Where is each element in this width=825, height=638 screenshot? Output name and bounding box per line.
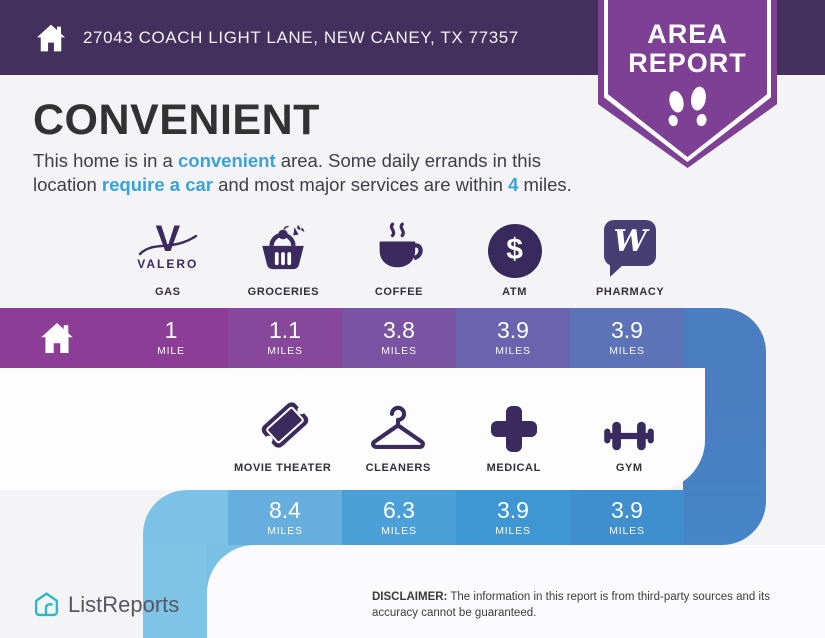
distance-bar-2: 8.4 MILES 6.3 MILES 3.9 MILES 3.9 MILES	[143, 490, 684, 545]
amenity-pharmacy: W PHARMACY	[572, 216, 688, 298]
home-icon	[37, 24, 65, 51]
distance-segment-atm: 3.9 MILES	[456, 308, 570, 368]
coffee-cup-icon	[379, 222, 423, 268]
footprints-icon	[667, 86, 707, 127]
gym-dumbbell-icon	[604, 421, 655, 451]
footer-card	[207, 545, 825, 638]
distance-segment-movie-theater: 8.4 MILES	[228, 490, 342, 545]
distance-segment-groceries: 1.1 MILES	[228, 308, 342, 368]
atm-dollar-icon: $	[487, 224, 542, 278]
hanger-cleaners-icon	[371, 405, 426, 449]
amenity-groceries: GROCERIES	[226, 216, 342, 298]
listreports-wordmark: ListReports	[68, 591, 180, 617]
home-icon	[41, 323, 73, 353]
groceries-basket-icon	[262, 225, 305, 270]
distance-bar-1: 1 MILE 1.1 MILES 3.8 MILES 3.9 MILES 3.9 MILE…	[0, 308, 684, 368]
listreports-logo: ListReports	[33, 591, 179, 618]
listreports-house-icon	[34, 592, 59, 617]
walgreens-pharmacy-icon: W	[603, 218, 657, 278]
distance-segment-gym: 3.9 MILES	[570, 490, 684, 545]
walkability-description: This home is in a convenient area. Some …	[33, 150, 572, 196]
amenity-coffee: COFFEE	[341, 216, 457, 298]
medical-cross-icon	[489, 404, 539, 454]
distance-segment-gas: 1 MILE	[114, 308, 228, 368]
amenity-atm: $ ATM	[457, 216, 573, 298]
distance-segment-coffee: 3.8 MILES	[342, 308, 456, 368]
amenity-medical: MEDICAL	[456, 392, 572, 474]
distance-segment-cleaners: 6.3 MILES	[342, 490, 456, 545]
home-origin-segment	[0, 308, 114, 368]
valero-gas-icon: V VALERO	[137, 218, 199, 272]
distance-segment-medical: 3.9 MILES	[456, 490, 570, 545]
disclaimer-text: DISCLAIMER: The information in this repo…	[372, 591, 770, 620]
badge-title-line2: REPORT	[628, 48, 747, 79]
amenity-gym: GYM	[572, 392, 688, 474]
area-report-badge: AREA REPORT	[598, 0, 777, 168]
walkability-title: CONVENIENT	[33, 96, 320, 144]
property-address: 27043 COACH LIGHT LANE, NEW CANEY, TX 77…	[83, 27, 519, 47]
amenity-cleaners: CLEANERS	[341, 392, 457, 474]
amenity-row-2: MOVIE THEATER CLEANERS MEDICAL	[225, 392, 687, 474]
distance-segment-pharmacy: 3.9 MILES	[570, 308, 684, 368]
amenity-row-1: V VALERO GAS	[110, 216, 688, 298]
bar-connector-left	[143, 544, 207, 638]
badge-title-line1: AREA	[647, 19, 728, 49]
amenity-gas: V VALERO GAS	[137, 218, 199, 298]
bar2-left-cap	[143, 490, 228, 545]
movie-ticket-icon	[254, 396, 312, 454]
amenity-movie-theater: MOVIE THEATER	[225, 392, 341, 474]
second-row-card	[0, 368, 705, 490]
